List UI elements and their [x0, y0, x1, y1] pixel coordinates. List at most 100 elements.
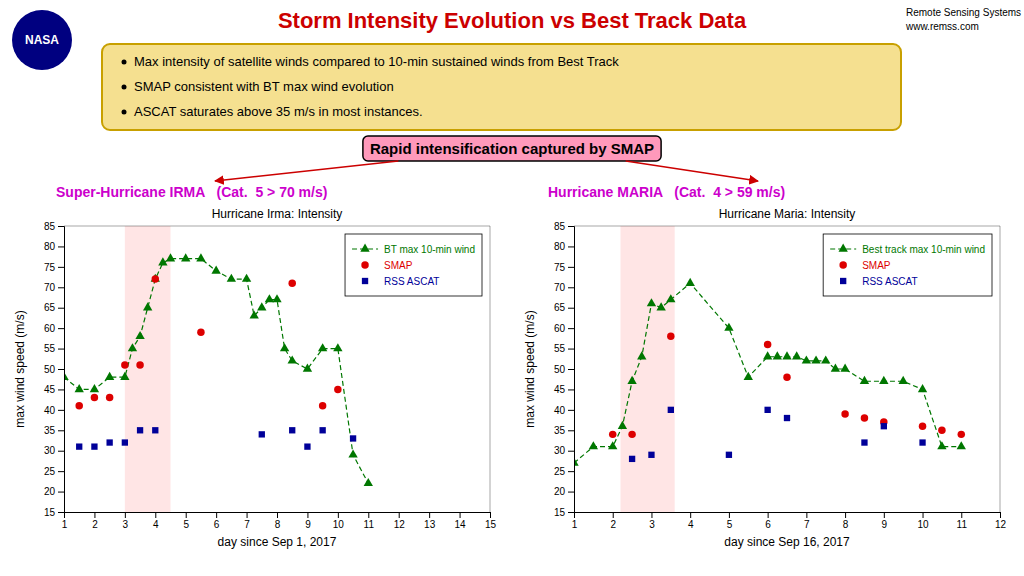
- point: [257, 302, 266, 310]
- point: [143, 302, 152, 310]
- tick-label: 7: [804, 519, 810, 530]
- point: [792, 351, 801, 359]
- tick-label: 10: [917, 519, 929, 530]
- tick-label: 1: [572, 519, 578, 530]
- point: [666, 294, 675, 302]
- point: [136, 361, 143, 368]
- point: [782, 351, 791, 359]
- tick: 40: [554, 405, 574, 416]
- tick-label: 65: [554, 302, 566, 313]
- title: Storm Intensity Evolution vs Best Track …: [278, 8, 747, 33]
- tick-label: 4: [688, 519, 694, 530]
- tick-mark: [58, 267, 64, 268]
- point: [90, 384, 99, 392]
- tick-mark: [58, 430, 64, 431]
- point: [802, 355, 811, 363]
- tick: 2: [92, 512, 98, 530]
- tick: 7: [244, 512, 250, 530]
- tick-mark: [307, 512, 308, 518]
- tick: 8: [843, 512, 849, 530]
- tick-label: 75: [44, 262, 56, 273]
- tick-label: 30: [554, 445, 566, 456]
- legend-entry: Best track max 10-min wind: [862, 244, 985, 255]
- callout-arrow: [215, 161, 398, 181]
- tick: 60: [554, 323, 574, 334]
- x-axis: 123456789101112131415: [62, 512, 497, 530]
- tick: 70: [554, 282, 574, 293]
- tick-label: 45: [554, 384, 566, 395]
- tick: 11: [364, 512, 375, 530]
- point: [289, 427, 295, 433]
- tick-label: 55: [554, 343, 566, 354]
- tick: 80: [44, 241, 64, 252]
- point: [919, 439, 925, 445]
- tick: 60: [44, 323, 64, 334]
- tick-label: 11: [957, 519, 968, 530]
- plot-frame: [490, 226, 491, 512]
- tick-label: 70: [554, 282, 566, 293]
- tick-mark: [568, 512, 574, 513]
- tick-mark: [338, 512, 339, 518]
- bullet-frame: [102, 44, 901, 130]
- y-axis-title: max wind speed (m/s): [523, 310, 537, 427]
- tick-label: 5: [727, 519, 733, 530]
- tick-mark: [460, 512, 461, 518]
- legend-entry: SMAP: [384, 260, 413, 271]
- tick: 1: [572, 512, 578, 530]
- tick: 9: [882, 512, 888, 530]
- tick: 1: [62, 512, 68, 530]
- background: [0, 0, 1024, 576]
- x-axis: 123456789101112: [572, 512, 1007, 530]
- tick-mark: [58, 287, 64, 288]
- tick-label: 50: [44, 364, 56, 375]
- point: [618, 421, 627, 429]
- series-line: [574, 283, 961, 463]
- point: [105, 372, 114, 380]
- tick: 40: [44, 405, 64, 416]
- tick-label: 60: [554, 323, 566, 334]
- point: [861, 439, 867, 445]
- tick: 65: [44, 302, 64, 313]
- tick-label: 2: [92, 519, 98, 530]
- tick: 14: [455, 512, 467, 530]
- tick-mark: [568, 389, 574, 390]
- tick-mark: [568, 287, 574, 288]
- point: [280, 343, 289, 351]
- tick-mark: [568, 410, 574, 411]
- tick-label: 25: [554, 466, 566, 477]
- plot-area: [64, 226, 373, 512]
- point: [350, 435, 356, 441]
- axis-line: [568, 227, 575, 513]
- point: [656, 302, 665, 310]
- tick-label: 60: [44, 323, 56, 334]
- tick-mark: [58, 328, 64, 329]
- tick: 3: [123, 512, 129, 530]
- point: [120, 372, 129, 380]
- tick-label: 13: [424, 519, 436, 530]
- legend-entry: SMAP: [862, 260, 891, 271]
- tick-label: 35: [554, 425, 566, 436]
- x-axis-title: day since Sep 16, 2017: [724, 535, 850, 549]
- point: [91, 443, 97, 449]
- tick-mark: [58, 512, 64, 513]
- legend-swatch: [839, 261, 846, 268]
- tick: 50: [44, 364, 64, 375]
- tick-mark: [568, 328, 574, 329]
- plot-frame: [64, 226, 490, 227]
- point: [288, 279, 295, 286]
- bullet-dot: [122, 60, 127, 65]
- point: [249, 310, 258, 318]
- point: [348, 449, 357, 457]
- tick-label: 3: [123, 519, 129, 530]
- legend-frame: [823, 234, 992, 296]
- tick-mark: [94, 512, 95, 518]
- tick: 5: [183, 512, 189, 530]
- tick-label: 25: [44, 466, 56, 477]
- tick-label: 8: [275, 519, 281, 530]
- tick-label: 40: [554, 405, 566, 416]
- point: [242, 274, 251, 282]
- point: [647, 298, 656, 306]
- axis-line: [575, 513, 1001, 519]
- tick: 15: [44, 507, 64, 518]
- legend-swatch: [362, 278, 368, 284]
